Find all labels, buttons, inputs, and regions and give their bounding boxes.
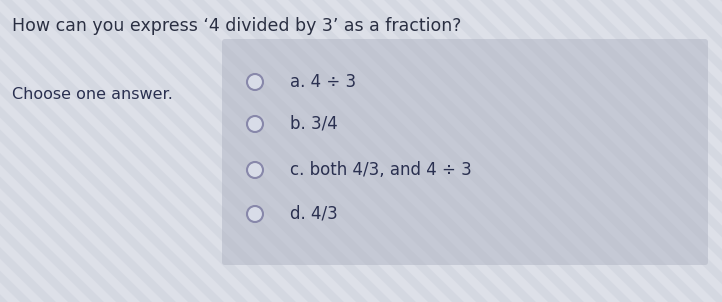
Polygon shape	[528, 0, 722, 302]
Polygon shape	[456, 0, 722, 302]
Polygon shape	[0, 0, 272, 302]
Polygon shape	[0, 0, 296, 302]
Polygon shape	[0, 0, 56, 302]
Polygon shape	[0, 0, 176, 302]
Text: a. 4 ÷ 3: a. 4 ÷ 3	[290, 73, 356, 91]
Polygon shape	[0, 0, 152, 302]
Polygon shape	[0, 0, 80, 302]
Polygon shape	[408, 0, 722, 302]
Polygon shape	[0, 0, 56, 302]
Polygon shape	[504, 0, 722, 302]
Polygon shape	[240, 0, 560, 302]
Polygon shape	[0, 0, 104, 302]
Circle shape	[247, 162, 263, 178]
Polygon shape	[624, 0, 722, 302]
Polygon shape	[696, 0, 722, 302]
Polygon shape	[408, 0, 722, 302]
Polygon shape	[600, 0, 722, 302]
Circle shape	[247, 116, 263, 132]
Circle shape	[247, 74, 263, 90]
Polygon shape	[672, 0, 722, 302]
Polygon shape	[0, 0, 248, 302]
Polygon shape	[696, 0, 722, 302]
Polygon shape	[120, 0, 440, 302]
Polygon shape	[672, 0, 722, 302]
Polygon shape	[336, 0, 656, 302]
Polygon shape	[288, 0, 608, 302]
Polygon shape	[72, 0, 392, 302]
Polygon shape	[264, 0, 584, 302]
Polygon shape	[576, 0, 722, 302]
Polygon shape	[48, 0, 368, 302]
Polygon shape	[0, 0, 272, 302]
Polygon shape	[0, 0, 32, 302]
Polygon shape	[0, 0, 152, 302]
Polygon shape	[216, 0, 536, 302]
Polygon shape	[336, 0, 656, 302]
Polygon shape	[360, 0, 680, 302]
Polygon shape	[312, 0, 632, 302]
Circle shape	[247, 206, 263, 222]
Polygon shape	[144, 0, 464, 302]
Polygon shape	[288, 0, 608, 302]
Polygon shape	[0, 0, 8, 302]
Polygon shape	[0, 0, 32, 302]
Polygon shape	[168, 0, 488, 302]
Polygon shape	[720, 0, 722, 302]
Polygon shape	[0, 0, 248, 302]
Polygon shape	[0, 0, 128, 302]
Polygon shape	[216, 0, 536, 302]
Polygon shape	[648, 0, 722, 302]
Polygon shape	[0, 0, 200, 302]
Polygon shape	[0, 0, 128, 302]
Polygon shape	[0, 0, 80, 302]
Polygon shape	[96, 0, 416, 302]
Polygon shape	[48, 0, 368, 302]
Polygon shape	[312, 0, 632, 302]
Polygon shape	[648, 0, 722, 302]
Polygon shape	[0, 0, 296, 302]
Polygon shape	[552, 0, 722, 302]
Polygon shape	[144, 0, 464, 302]
Polygon shape	[0, 0, 200, 302]
Polygon shape	[432, 0, 722, 302]
Polygon shape	[0, 0, 8, 302]
Polygon shape	[384, 0, 704, 302]
FancyBboxPatch shape	[222, 39, 708, 265]
Polygon shape	[0, 0, 104, 302]
Polygon shape	[0, 0, 320, 302]
Polygon shape	[528, 0, 722, 302]
Text: Choose one answer.: Choose one answer.	[12, 87, 173, 102]
Polygon shape	[624, 0, 722, 302]
Polygon shape	[480, 0, 722, 302]
Text: How can you express ‘4 divided by 3’ as a fraction?: How can you express ‘4 divided by 3’ as …	[12, 17, 461, 35]
Polygon shape	[0, 0, 224, 302]
Polygon shape	[720, 0, 722, 302]
Polygon shape	[168, 0, 488, 302]
Polygon shape	[600, 0, 722, 302]
Text: d. 4/3: d. 4/3	[290, 205, 338, 223]
Polygon shape	[264, 0, 584, 302]
Polygon shape	[0, 0, 320, 302]
Polygon shape	[0, 0, 176, 302]
Polygon shape	[576, 0, 722, 302]
Polygon shape	[240, 0, 560, 302]
Polygon shape	[384, 0, 704, 302]
Polygon shape	[480, 0, 722, 302]
Polygon shape	[96, 0, 416, 302]
Polygon shape	[72, 0, 392, 302]
Text: c. both 4/3, and 4 ÷ 3: c. both 4/3, and 4 ÷ 3	[290, 161, 471, 179]
Polygon shape	[432, 0, 722, 302]
Polygon shape	[360, 0, 680, 302]
Polygon shape	[552, 0, 722, 302]
Polygon shape	[24, 0, 344, 302]
Polygon shape	[120, 0, 440, 302]
Polygon shape	[504, 0, 722, 302]
Polygon shape	[0, 0, 224, 302]
Polygon shape	[24, 0, 344, 302]
Polygon shape	[456, 0, 722, 302]
Polygon shape	[192, 0, 512, 302]
Text: b. 3/4: b. 3/4	[290, 115, 338, 133]
Polygon shape	[192, 0, 512, 302]
